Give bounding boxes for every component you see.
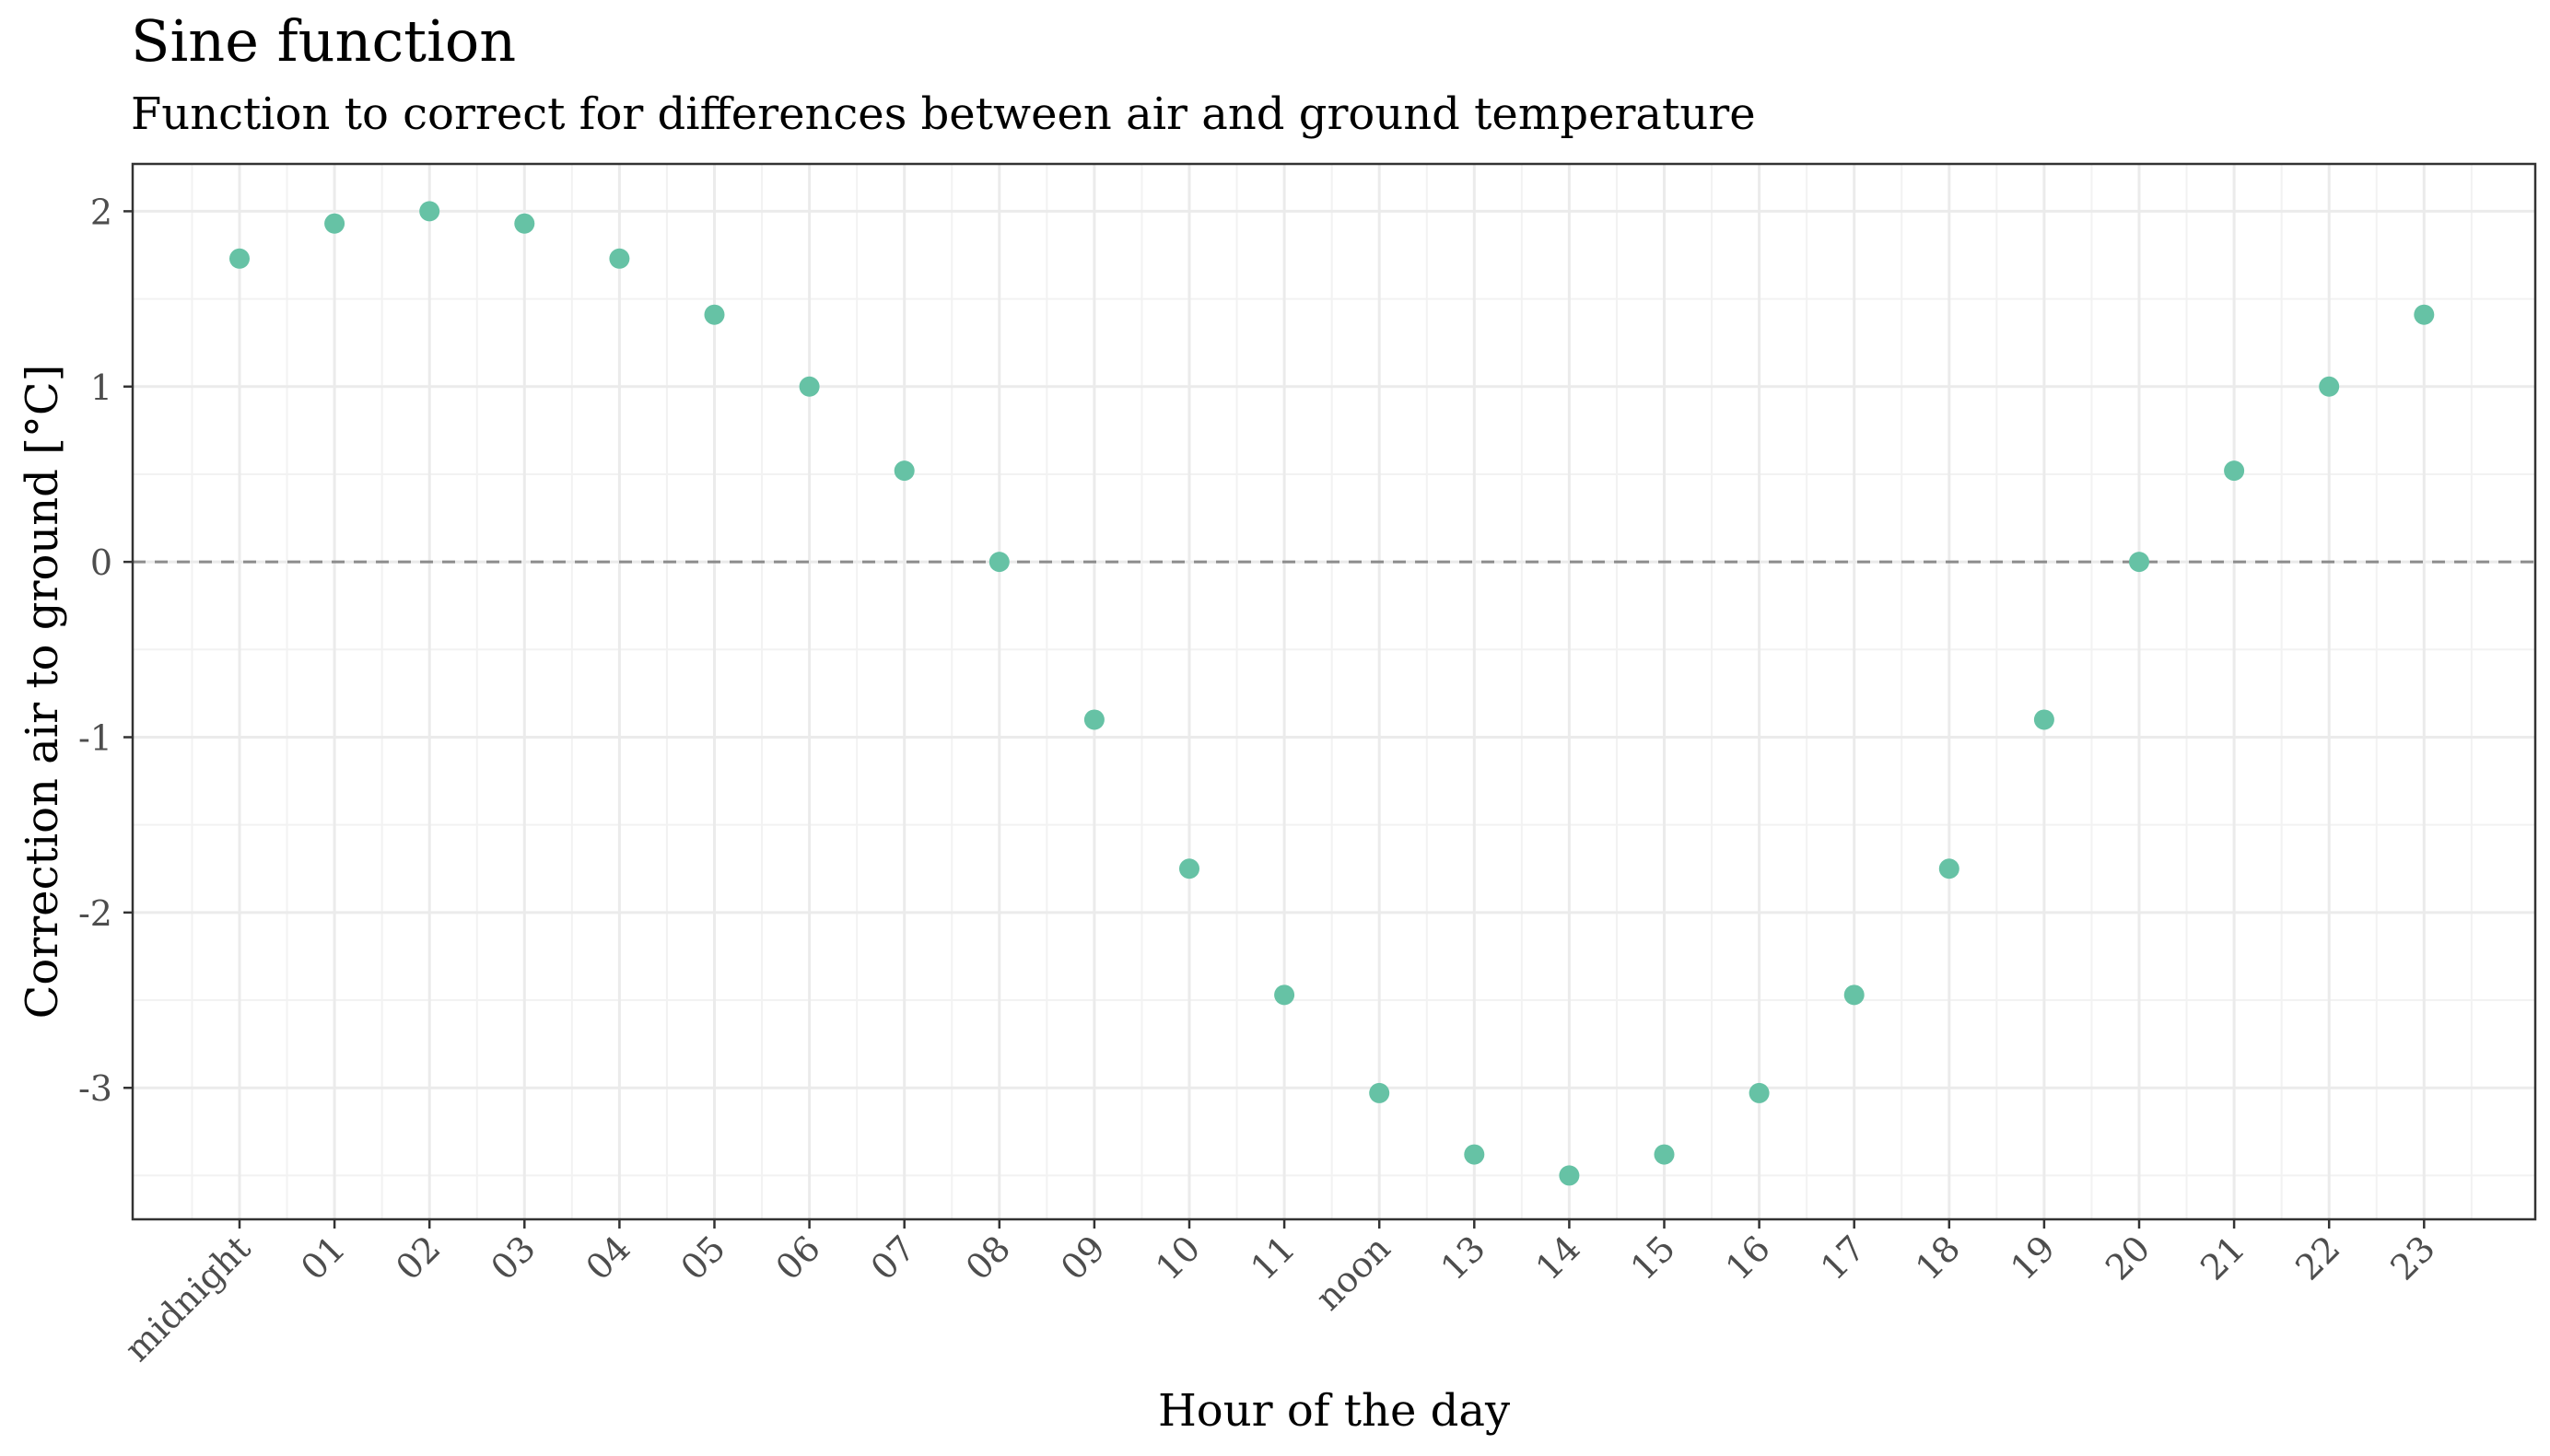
data-point [1274, 984, 1295, 1006]
data-point [419, 201, 440, 222]
data-point [1083, 709, 1105, 730]
x-tick-label: 02 [388, 1228, 448, 1287]
data-point [229, 248, 250, 269]
data-point [2129, 552, 2149, 573]
data-point [609, 248, 630, 269]
data-point [514, 213, 535, 234]
y-tick-label: 2 [90, 192, 112, 232]
y-tick-label: -1 [78, 717, 112, 758]
y-tick-label: -2 [78, 893, 112, 934]
data-point [799, 376, 820, 397]
x-tick-label: 22 [2287, 1228, 2347, 1287]
chart-title: Sine function [131, 7, 517, 75]
data-point [2414, 304, 2435, 325]
x-tick-label: midnight [117, 1228, 259, 1369]
chart-subtitle: Function to correct for differences betw… [131, 88, 1756, 140]
x-tick-label: 04 [578, 1228, 638, 1287]
data-point [704, 304, 725, 325]
x-tick-label: 16 [1718, 1228, 1778, 1287]
y-axis-label: Correction air to ground [°C] [17, 365, 68, 1019]
x-tick-label: 18 [1908, 1228, 1968, 1287]
data-point [1559, 1165, 1580, 1186]
y-tick-label: -3 [78, 1068, 112, 1109]
x-tick-label: 20 [2098, 1228, 2158, 1287]
x-tick-label: 10 [1148, 1228, 1208, 1287]
data-point [894, 460, 915, 482]
x-tick-label: 09 [1053, 1228, 1113, 1287]
x-tick-label: 21 [2193, 1228, 2252, 1287]
data-point [988, 552, 1010, 573]
data-point [2319, 376, 2340, 397]
data-point [1938, 858, 1959, 879]
x-axis-label: Hour of the day [1158, 1385, 1510, 1437]
x-tick-label: 06 [768, 1228, 828, 1287]
x-tick-label: 03 [483, 1228, 543, 1287]
x-tick-label: 05 [673, 1228, 733, 1287]
data-point [1654, 1144, 1675, 1165]
data-point [1179, 858, 1199, 879]
x-tick-label: 23 [2382, 1228, 2442, 1287]
x-tick-label: 15 [1623, 1228, 1683, 1287]
x-tick-label: 13 [1433, 1228, 1492, 1287]
data-point [1369, 1082, 1390, 1103]
data-point [1464, 1144, 1485, 1165]
x-tick-label: 11 [1243, 1228, 1303, 1287]
x-tick-label: 08 [958, 1228, 1018, 1287]
x-tick-label: 01 [293, 1228, 353, 1287]
x-tick-label: noon [1307, 1228, 1398, 1318]
data-point [324, 213, 345, 234]
x-tick-label: 14 [1527, 1228, 1587, 1287]
x-tick-label: 17 [1813, 1228, 1873, 1287]
grid-minor [133, 164, 2535, 1219]
plot-panel-border [131, 162, 2537, 1221]
x-axis: midnight 01 02 03 04 05 06 07 08 09 10 11 noon 13 14 15… [117, 1219, 2443, 1369]
y-tick-label: 0 [90, 542, 112, 583]
data-point [1843, 984, 1865, 1006]
data-points [229, 201, 2435, 1186]
grid-major [133, 164, 2535, 1219]
data-point [1749, 1082, 1770, 1103]
data-point [2224, 460, 2245, 482]
y-axis: 2 1 0 -1 -2 -3 [78, 192, 133, 1109]
x-tick-label: 07 [863, 1228, 923, 1287]
y-tick-label: 1 [90, 367, 112, 408]
x-tick-label: 19 [2003, 1228, 2063, 1287]
data-point [2033, 709, 2054, 730]
